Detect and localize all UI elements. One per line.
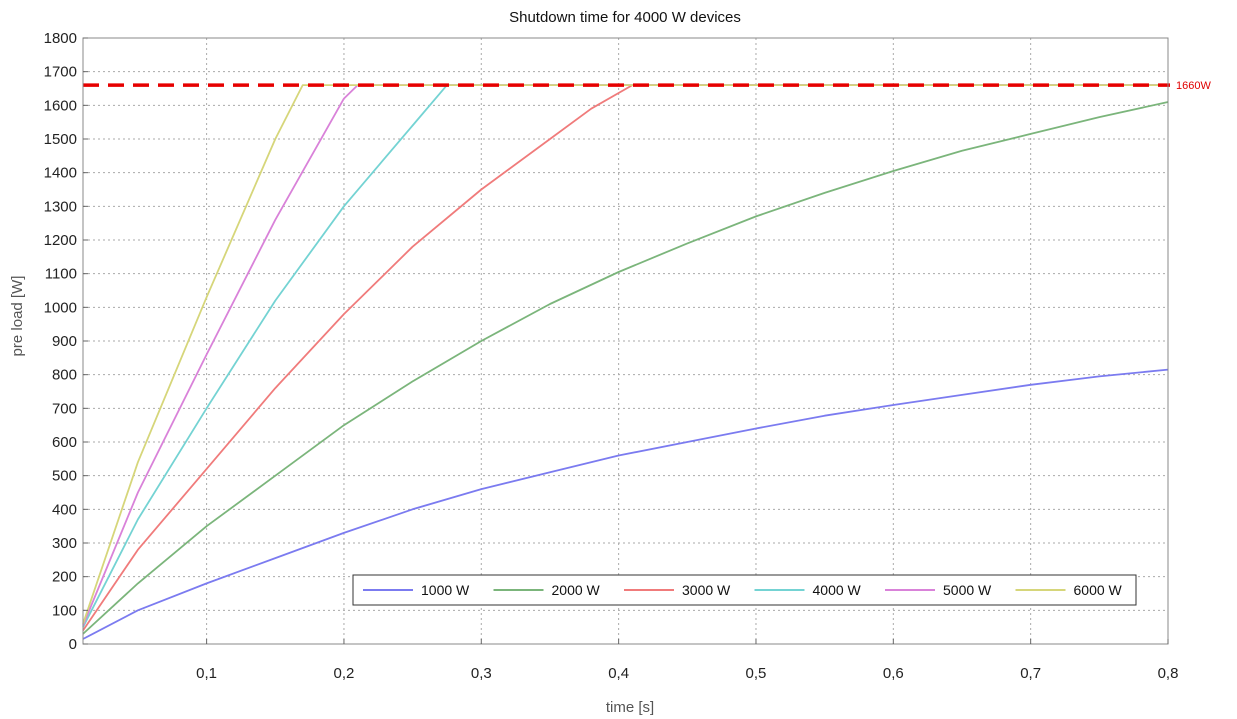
legend-label: 4000 W: [813, 582, 862, 598]
y-tick-label: 1100: [45, 266, 77, 283]
series-layer: [82, 84, 1169, 640]
legend-label: 3000 W: [682, 582, 731, 598]
y-tick-label: 1500: [44, 131, 77, 148]
x-tick-label: 0,7: [1020, 665, 1041, 682]
y-tick-label: 1200: [44, 232, 77, 249]
x-tick-label: 0,2: [334, 665, 355, 682]
reference-line-label: 1660W: [1176, 80, 1211, 92]
x-axis-label: time [s]: [606, 699, 654, 716]
y-tick-label: 300: [52, 535, 77, 552]
series-line-5000-w: [82, 84, 1168, 626]
x-tick-label: 0,3: [471, 665, 492, 682]
y-tick-label: 400: [52, 501, 77, 518]
legend-label: 2000 W: [552, 582, 601, 598]
plot-frame: [82, 37, 1169, 645]
y-tick-label: 200: [52, 569, 77, 586]
legend-label: 5000 W: [943, 582, 992, 598]
y-axis: 0 100 200 300 400 500 600 700 800 900 1000 1100 1200…: [44, 30, 88, 653]
y-tick-label: 1800: [44, 30, 77, 47]
series-line-2000-w: [82, 101, 1169, 635]
chart-title: Shutdown time for 4000 W devices: [509, 9, 741, 26]
x-tick-label: 0,5: [746, 665, 767, 682]
y-tick-label: 1000: [44, 299, 77, 316]
y-tick-label: 1600: [44, 97, 77, 114]
x-tick-label: 0,4: [608, 665, 629, 682]
x-tick-label: 0,8: [1158, 665, 1179, 682]
y-tick-label: 1400: [44, 165, 77, 182]
x-tick-label: 0,1: [196, 665, 217, 682]
series-line-4000-w: [82, 84, 1168, 628]
y-tick-label: 800: [52, 367, 77, 384]
y-axis-label: pre load [W]: [9, 276, 26, 357]
y-tick-label: 100: [52, 602, 77, 619]
legend-label: 1000 W: [421, 582, 470, 598]
legend: 1000 W 2000 W 3000 W 4000 W 5000 W 6000 W: [352, 574, 1137, 606]
legend-box: [352, 574, 1137, 606]
reference-line-layer: 1660W: [83, 80, 1211, 92]
series-line-6000-w: [82, 84, 1168, 625]
y-tick-label: 1300: [44, 198, 77, 215]
x-tick-label: 0,6: [883, 665, 904, 682]
y-tick-label: 700: [52, 400, 77, 417]
y-tick-label: 1700: [44, 64, 77, 81]
legend-label: 6000 W: [1074, 582, 1123, 598]
series-line-3000-w: [82, 84, 1168, 632]
y-tick-label: 500: [52, 468, 77, 485]
y-tick-label: 900: [52, 333, 77, 350]
y-tick-label: 0: [69, 636, 77, 653]
x-axis: 0,1 0,2 0,3 0,4 0,5 0,6 0,7 0,8: [196, 639, 1178, 682]
grid-lines: [83, 38, 1168, 644]
series-line-1000-w: [82, 368, 1169, 640]
y-tick-label: 600: [52, 434, 77, 451]
